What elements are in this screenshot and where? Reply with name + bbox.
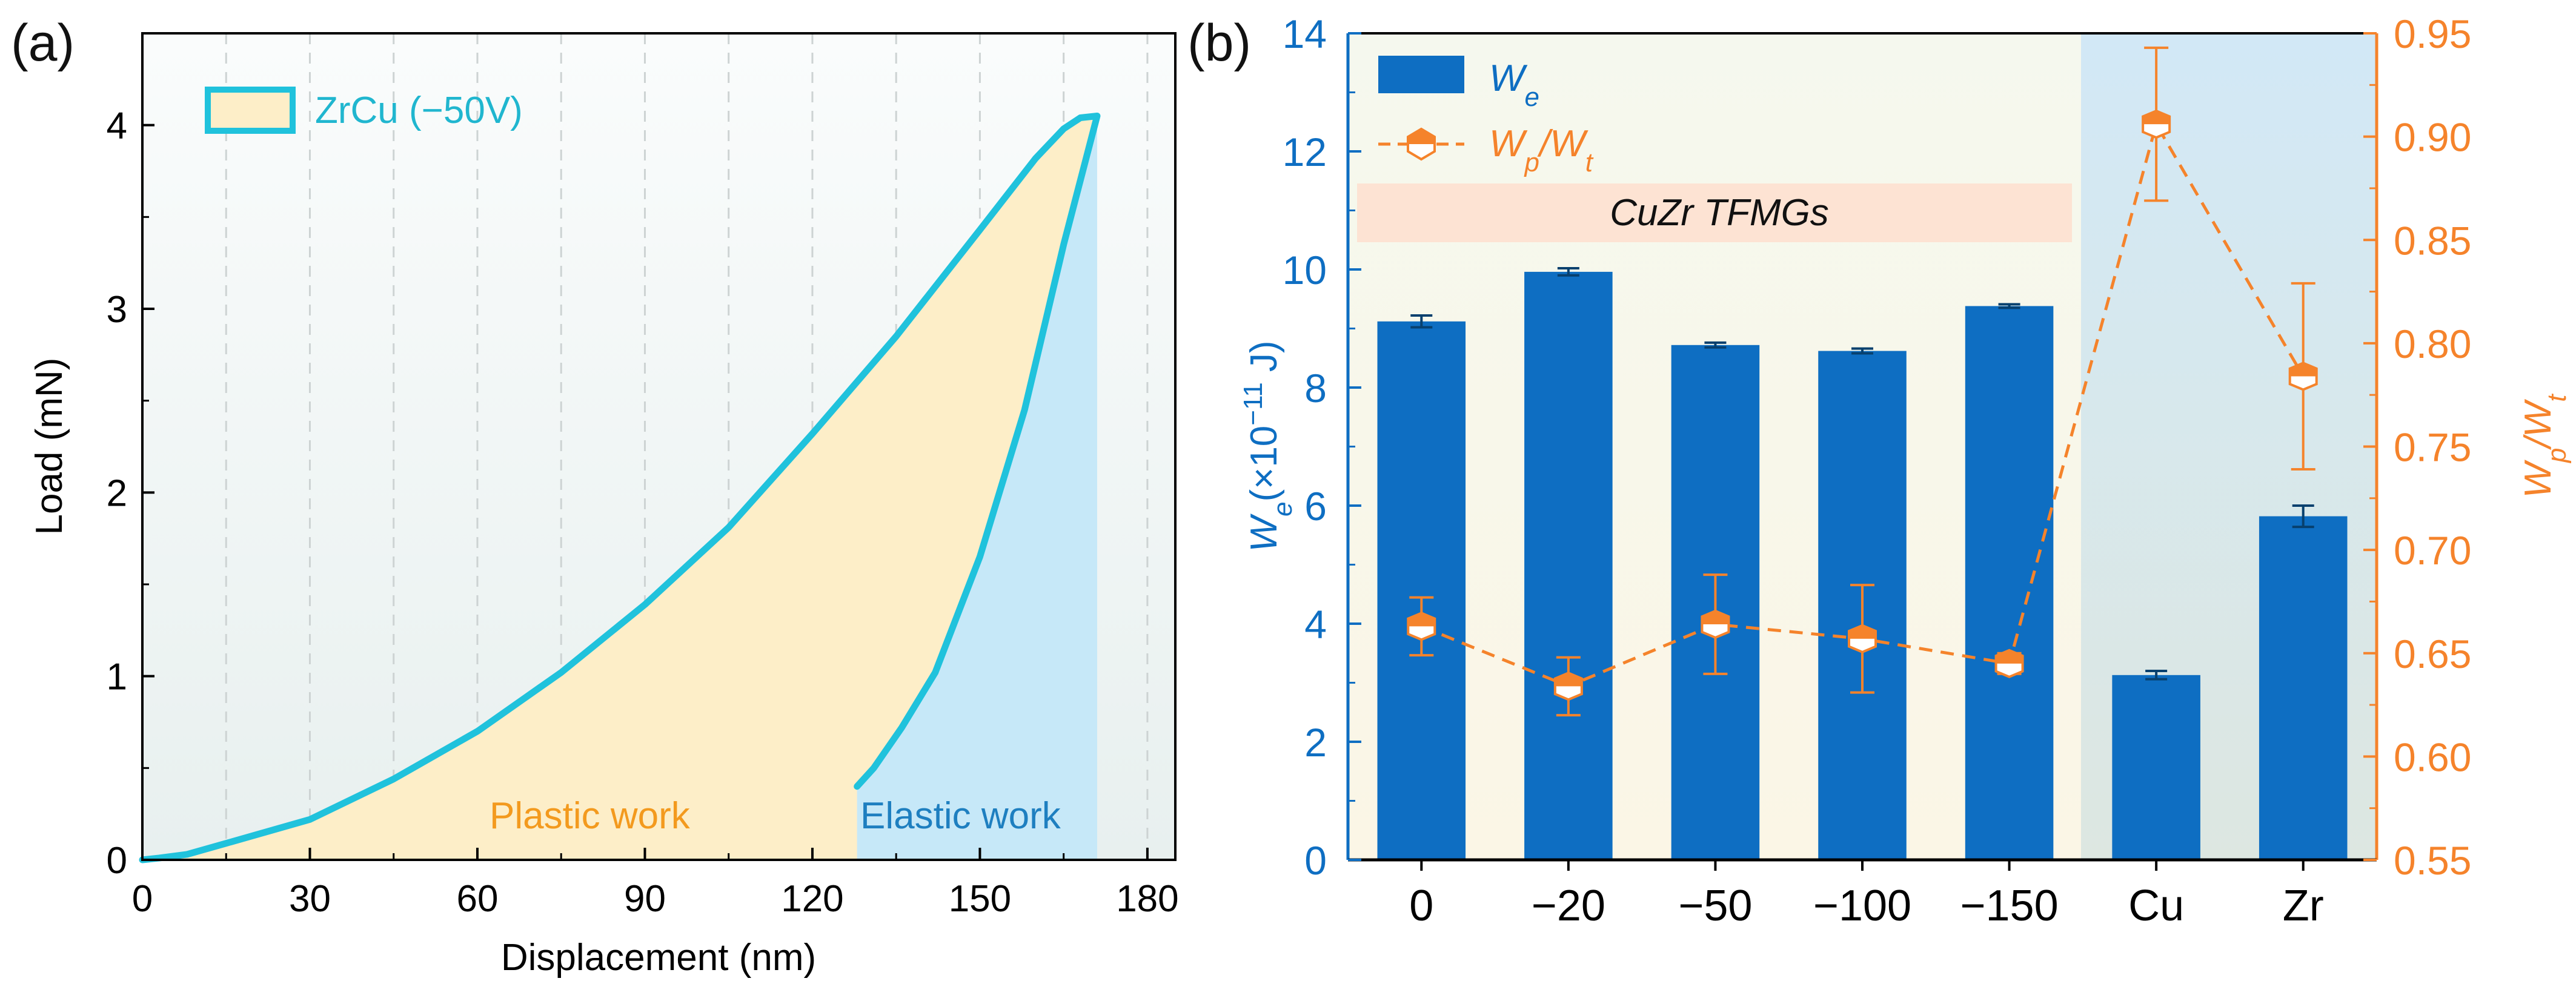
right-tick-label: 0.95 [2394,12,2471,56]
legend-marker-wp-wt-top-half [1408,129,1435,144]
x-tick-label: 180 [1116,878,1178,920]
category-label: −100 [1813,882,1911,930]
wp-wt-marker [1994,649,2024,678]
we-bar [2259,516,2348,860]
wp-wt-marker [1407,612,1436,641]
wp-wt-marker-fill [1408,613,1435,627]
left-axis-title-unit: (×10 [1243,426,1285,502]
legend-label-wt-subscript: t [1585,148,1594,177]
panel-b-left-axis: 0 2 4 6 8 10 12 14 [1283,12,1361,883]
panel-b-right-axis-title: Wp/Wt [2517,394,2572,498]
right-axis-title-p: p [2542,447,2572,463]
x-tick-label: 120 [781,878,843,920]
wp-wt-marker [1701,609,1730,639]
left-tick-label: 0 [1304,838,1327,883]
category-label: −20 [1532,882,1605,930]
left-axis-title-exponent: −11 [1238,382,1268,425]
category-label: Cu [2128,882,2184,930]
right-tick-label: 0.60 [2394,735,2471,779]
legend-swatch-zrcu [205,87,296,134]
wp-wt-markers [1407,109,2318,701]
panel-a-x-axis: 0 30 60 90 120 150 180 [132,848,1179,920]
left-tick-label: 12 [1283,130,1327,174]
panel-a-plot-frame [141,32,1177,861]
wp-wt-marker-fill [2289,363,2317,377]
wp-wt-marker-fill [1996,650,2023,664]
panel-a-y-axis-title: Load (mN) [28,358,70,535]
wp-wt-marker-fill [1555,673,1582,687]
right-tick-label: 0.90 [2394,115,2471,160]
panel-b-left-axis-title: We(×10−11 J) [1238,340,1298,552]
left-tick-label: 8 [1304,366,1327,411]
panel-a-label: (a) [11,14,75,72]
we-bar [1524,271,1613,860]
wp-wt-marker-fill [1849,625,1876,639]
left-axis-title-w: W [1243,513,1285,552]
y-tick-label: 4 [107,105,127,147]
plastic-work-region [142,116,1097,860]
elastic-work-region [857,116,1097,860]
wp-wt-marker [1553,672,1583,701]
right-tick-label: 0.85 [2394,218,2471,263]
cuzr-group-banner-box [1357,183,2072,242]
y-tick-label: 0 [107,840,127,882]
wp-wt-marker [2142,109,2171,139]
we-bar [1377,321,1466,860]
x-tick-label: 60 [456,878,498,920]
y-tick-label: 3 [107,289,127,331]
panel-b-right-axis: 0.55 0.60 0.65 0.70 0.75 0.80 0.85 0.90 0.95 [2363,12,2471,883]
panel-a-y-axis: 0 1 2 3 4 [107,105,154,882]
left-tick-label: 10 [1283,248,1327,292]
left-axis-title-joule: J) [1243,340,1285,382]
cuzr-group-label: CuZr TFMGs [1610,192,1829,234]
x-tick-label: 150 [949,878,1011,920]
left-tick-label: 14 [1283,12,1327,56]
left-axis-title-e: e [1268,502,1298,517]
panel-b-label: (b) [1187,14,1251,72]
right-tick-label: 0.75 [2394,425,2471,470]
y-tick-label: 1 [107,656,127,698]
panel-b-category-axis: 0 −20 −50 −100 −150 Cu Zr [1409,860,2324,930]
legend-label-zrcu: ZrCu (−50V) [315,90,523,131]
we-error-bars [1410,267,2314,681]
wp-wt-marker-fill [1702,610,1729,624]
panel-a: (a) 0 30 60 90 120 150 180 0 1 2 3 4 ZrCu (−50V) P… [11,14,1179,979]
category-label: −50 [1678,882,1752,930]
right-tick-label: 0.65 [2394,632,2471,676]
left-tick-label: 2 [1304,720,1327,765]
elastic-work-label: Elastic work [860,795,1061,837]
cuzr-group-banner: CuZr TFMGs [1357,183,2072,242]
category-label: −150 [1960,882,2058,930]
legend-label-wp-subscript: p [1524,148,1539,177]
wp-wt-marker [2288,362,2318,391]
legend-label-we-subscript: e [1525,82,1539,112]
panel-a-x-axis-title: Displacement (nm) [501,937,816,979]
category-label: Zr [2283,882,2324,930]
right-tick-label: 0.70 [2394,528,2471,573]
right-axis-title-t: t [2542,394,2572,402]
right-tick-label: 0.55 [2394,838,2471,883]
category-label: 0 [1409,882,1433,930]
load-displacement-curve [139,113,1101,863]
x-tick-label: 0 [132,878,153,920]
wp-wt-marker-fill [2143,111,2170,125]
legend-swatch-we [1378,56,1464,93]
we-bar [2112,675,2200,860]
x-tick-label: 30 [289,878,331,920]
left-tick-label: 6 [1304,484,1327,529]
legend-marker-wp-wt [1407,127,1436,161]
x-tick-label: 90 [624,878,666,920]
we-bar [1965,306,2054,860]
wp-wt-marker [1848,624,1877,654]
y-tick-label: 2 [107,472,127,514]
plastic-work-label: Plastic work [490,795,691,837]
right-tick-label: 0.80 [2394,322,2471,366]
panel-a-legend: ZrCu (−50V) [205,87,523,134]
left-tick-label: 4 [1304,602,1327,647]
